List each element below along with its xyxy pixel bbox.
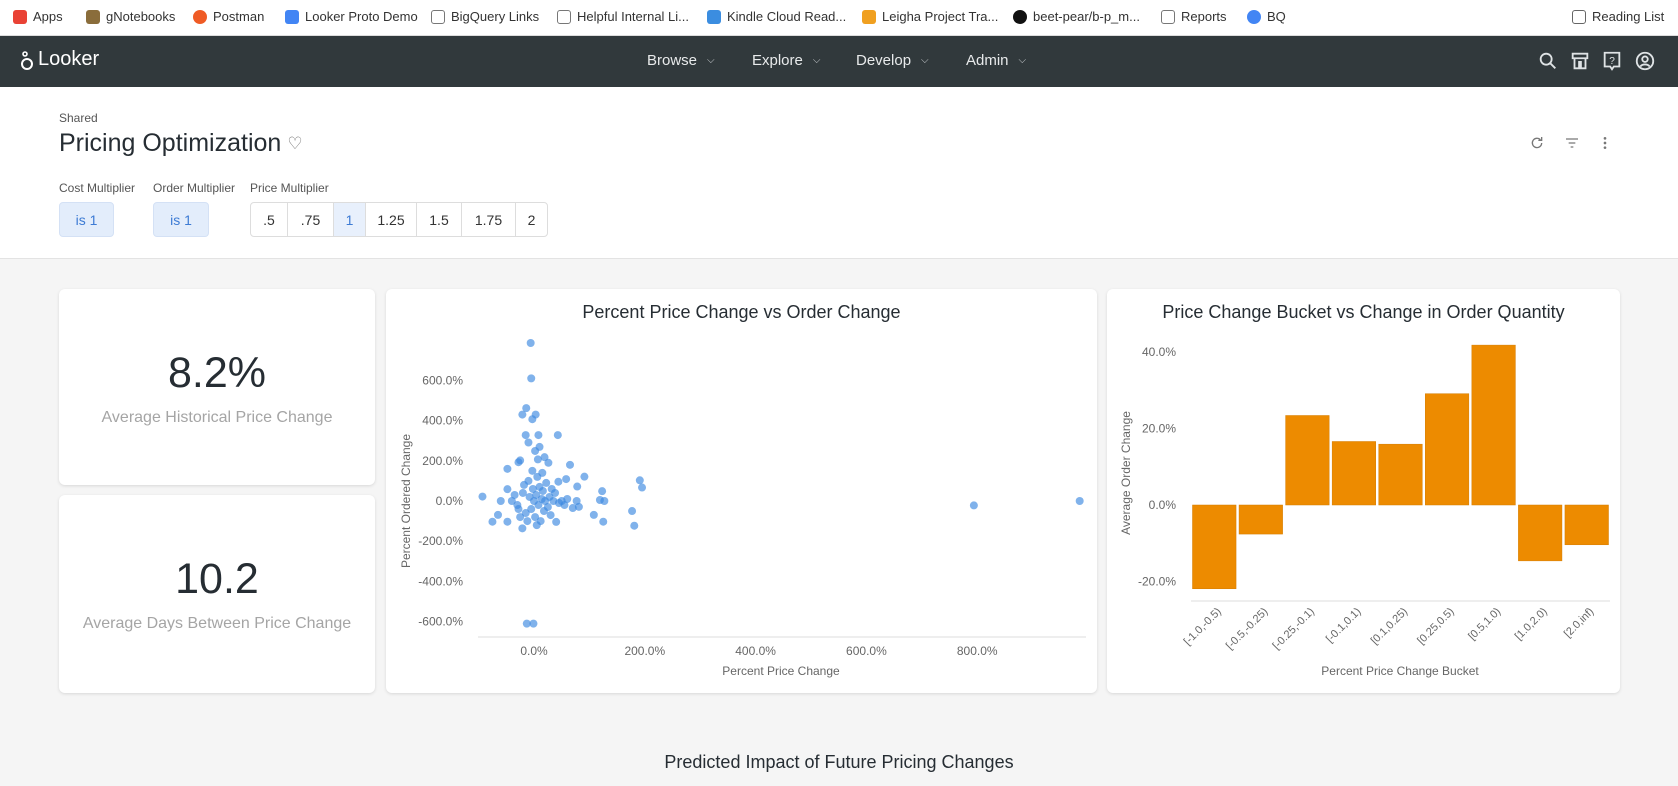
bookmark-item[interactable]: Helpful Internal Li... (557, 9, 689, 24)
bookmark-label: Leigha Project Tra... (882, 9, 999, 24)
nav-label: Explore (752, 52, 803, 69)
chevron-down-icon: ⌵ (707, 55, 715, 66)
folder-icon (431, 9, 445, 24)
bookmark-label: Reports (1181, 9, 1227, 24)
postman-icon (193, 9, 207, 24)
nav-browse[interactable]: Browse ⌵ (647, 52, 715, 69)
dashboard-header: Shared Pricing Optimization ♡ Cost Multi… (0, 87, 1678, 259)
bookmarks-bar: Apps gNotebooks Postman Looker Proto Demo Bi… (0, 0, 1678, 36)
kpi-card-days-between: 10.2 Average Days Between Price Change (59, 495, 375, 693)
breadcrumb[interactable]: Shared (59, 111, 98, 125)
github-icon (1013, 9, 1027, 24)
reload-icon[interactable] (1529, 135, 1545, 151)
heart-icon[interactable]: ♡ (287, 133, 303, 153)
price-multiplier-option[interactable]: 1 (333, 202, 366, 237)
project-icon (862, 9, 876, 24)
section-title: Predicted Impact of Future Pricing Chang… (664, 752, 1014, 772)
kpi-value: 10.2 (175, 555, 259, 603)
bookmark-item[interactable]: beet-pear/b-p_m... (1013, 9, 1140, 24)
reading-list-label: Reading List (1592, 9, 1665, 24)
bookmark-item[interactable]: gNotebooks (86, 9, 175, 24)
order-multiplier-filter[interactable]: is 1 (153, 202, 209, 237)
folder-icon (557, 9, 571, 24)
bar-card: Price Change Bucket vs Change in Order Q… (1107, 289, 1620, 693)
bookmark-label: BQ (1267, 9, 1286, 24)
bookmark-label: Helpful Internal Li... (577, 9, 690, 24)
nav-label: Admin (966, 52, 1009, 69)
bookmark-item[interactable]: Reports (1161, 9, 1227, 24)
looker-logo-icon (21, 50, 33, 70)
chart-title: Price Change Bucket vs Change in Order Q… (1162, 302, 1565, 322)
chevron-down-icon: ⌵ (812, 55, 821, 66)
looker-logo[interactable]: Looker (19, 48, 99, 71)
bookmark-item[interactable]: BigQuery Links (431, 9, 539, 24)
price-multiplier-option[interactable]: .5 (250, 202, 288, 237)
order-multiplier-label: Order Multiplier (153, 181, 236, 195)
nav-admin[interactable]: Admin ⌵ (966, 52, 1026, 69)
notebook-icon (86, 9, 100, 24)
bookmark-item[interactable]: BQ (1247, 9, 1286, 24)
cost-multiplier-filter[interactable]: is 1 (59, 202, 114, 237)
bigquery-icon (1247, 9, 1261, 24)
more-vert-icon[interactable] (1597, 135, 1613, 151)
looker-icon (285, 9, 299, 24)
price-multiplier-option[interactable]: 1.75 (461, 202, 516, 237)
reading-list-button[interactable]: Reading List (1572, 9, 1664, 24)
help-icon[interactable]: ? (1601, 50, 1623, 72)
top-nav: Looker Browse ⌵ Explore ⌵ Develop ⌵ Admin ⌵ ? (0, 36, 1678, 87)
folder-icon (1161, 9, 1175, 24)
bookmark-item[interactable]: Postman (193, 9, 264, 24)
bookmark-label: Looker Proto Demo (305, 9, 418, 24)
account-icon[interactable] (1634, 50, 1656, 72)
chart-title: Percent Price Change vs Order Change (582, 302, 901, 322)
price-multiplier-option[interactable]: .75 (287, 202, 334, 237)
kpi-value: 8.2% (167, 349, 266, 397)
kindle-icon (707, 9, 721, 24)
nav-label: Browse (647, 52, 698, 69)
bookmark-label: BigQuery Links (451, 9, 540, 24)
bookmark-item[interactable]: Leigha Project Tra... (862, 9, 998, 24)
bookmark-item[interactable]: Apps (13, 9, 63, 24)
bookmark-label: Apps (33, 9, 63, 24)
price-multiplier-option[interactable]: 1.5 (416, 202, 462, 237)
chevron-down-icon: ⌵ (921, 55, 929, 66)
nav-explore[interactable]: Explore ⌵ (752, 52, 820, 69)
kpi-card-price-change: 8.2% Average Historical Price Change (59, 289, 375, 485)
bookmark-item[interactable]: Kindle Cloud Read... (707, 9, 846, 24)
svg-text:?: ? (1609, 56, 1615, 67)
filter-icon[interactable] (1564, 135, 1580, 151)
scatter-card: Percent Price Change vs Order Change (386, 289, 1097, 693)
bookmark-label: Postman (213, 9, 265, 24)
logo-text: Looker (38, 48, 100, 70)
nav-label: Develop (856, 52, 912, 69)
marketplace-icon[interactable] (1569, 50, 1591, 72)
bookmark-label: beet-pear/b-p_m... (1033, 9, 1140, 24)
kpi-label: Average Days Between Price Change (82, 615, 352, 632)
nav-develop[interactable]: Develop ⌵ (856, 52, 929, 69)
chevron-down-icon: ⌵ (1018, 55, 1027, 66)
bookmark-label: gNotebooks (106, 9, 176, 24)
search-icon[interactable] (1537, 50, 1559, 72)
kpi-label: Average Historical Price Change (101, 409, 333, 426)
apps-grid-icon (13, 9, 27, 24)
price-multiplier-option[interactable]: 1.25 (365, 202, 417, 237)
bookmark-item[interactable]: Looker Proto Demo (285, 9, 418, 24)
cost-multiplier-label: Cost Multiplier (59, 181, 136, 195)
reading-list-icon (1572, 9, 1586, 24)
page-title: Pricing Optimization (59, 129, 282, 157)
price-multiplier-option[interactable]: 2 (515, 202, 548, 237)
price-multiplier-label: Price Multiplier (250, 181, 329, 195)
bookmark-label: Kindle Cloud Read... (727, 9, 847, 24)
